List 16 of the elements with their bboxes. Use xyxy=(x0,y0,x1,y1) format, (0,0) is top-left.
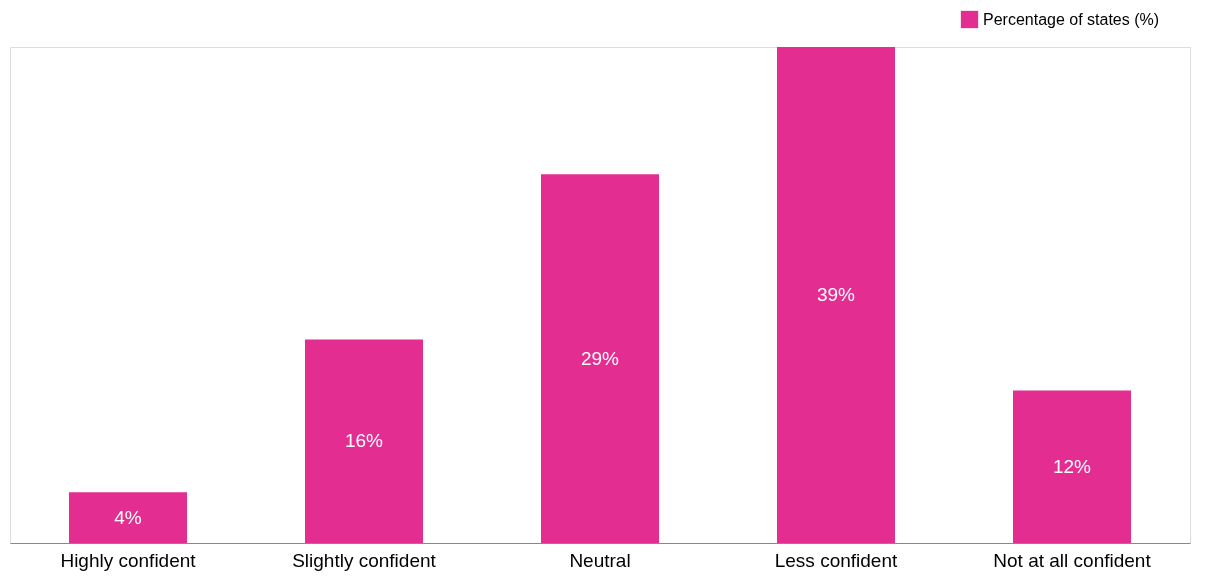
data-label: 39% xyxy=(816,284,856,305)
x-tick-label: Slightly confident xyxy=(292,549,437,571)
legend-label: Percentage of states (%) xyxy=(983,10,1160,28)
bar xyxy=(69,492,187,543)
x-tick-label: Highly confident xyxy=(60,549,197,571)
bar xyxy=(777,47,895,543)
data-label: 4% xyxy=(114,506,142,528)
data-label: 16% xyxy=(344,430,384,452)
data-label: 12% xyxy=(1052,455,1092,477)
bar xyxy=(1013,390,1131,543)
x-tick-label: Less confident xyxy=(774,549,898,571)
bar xyxy=(541,174,659,543)
bar xyxy=(305,339,423,543)
x-tick-label: Neutral xyxy=(569,549,631,571)
data-label: 29% xyxy=(580,347,620,369)
x-tick-label: Not at all confident xyxy=(993,549,1152,571)
